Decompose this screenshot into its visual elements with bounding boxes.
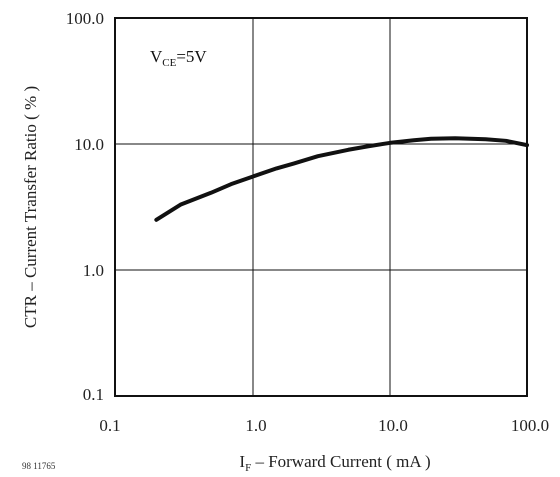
- x-tick-label: 100.0: [511, 416, 549, 435]
- x-axis-title-rest: – Forward Current ( mA ): [251, 452, 430, 471]
- condition-annotation: VCE=5V: [150, 47, 207, 69]
- annotation-main: V: [150, 47, 163, 66]
- plot-frame: [114, 17, 528, 397]
- figure-id: 98 11765: [22, 461, 56, 471]
- x-axis-title-sub: F: [245, 462, 251, 474]
- y-tick-label: 0.1: [83, 385, 104, 404]
- y-tick-label: 1.0: [83, 261, 104, 280]
- annotation-sub: CE: [162, 57, 176, 69]
- x-axis-title-main: I: [239, 452, 245, 471]
- x-tick-label: 0.1: [99, 416, 120, 435]
- x-axis-title: IF – Forward Current ( mA ): [239, 452, 430, 474]
- ctr-curve-line: [154, 136, 529, 222]
- annotation-rest: =5V: [176, 47, 207, 66]
- y-tick-label: 100.0: [66, 9, 104, 28]
- x-tick-label: 1.0: [245, 416, 266, 435]
- x-tick-label: 10.0: [378, 416, 408, 435]
- y-tick-label: 10.0: [74, 135, 104, 154]
- y-axis-title: CTR – Current Transfer Ratio ( % ): [21, 86, 40, 328]
- plot-area: [114, 17, 528, 397]
